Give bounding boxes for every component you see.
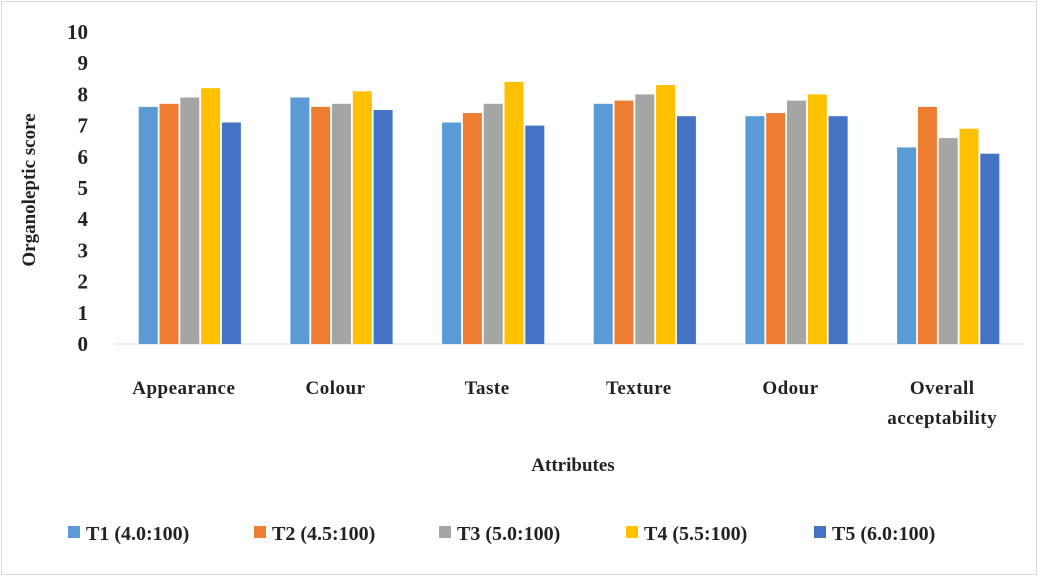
bar bbox=[614, 100, 634, 344]
y-tick-label: 5 bbox=[78, 176, 89, 200]
legend-label: T2 (4.5:100) bbox=[272, 523, 375, 545]
legend: T1 (4.0:100) T2 (4.5:100) T3 (5.0:100) T4 (… bbox=[68, 523, 935, 545]
bar bbox=[483, 103, 503, 344]
bar bbox=[138, 106, 158, 345]
bar bbox=[938, 138, 958, 344]
bar bbox=[787, 100, 806, 344]
bar bbox=[828, 116, 848, 344]
legend-label: T5 (6.0:100) bbox=[832, 523, 935, 545]
bar bbox=[159, 103, 179, 344]
x-category-label: Appearance bbox=[132, 378, 235, 399]
legend-swatch bbox=[814, 526, 826, 538]
y-axis-title: Organoleptic score bbox=[19, 113, 40, 266]
bar bbox=[311, 106, 331, 345]
y-tick-label: 7 bbox=[78, 114, 89, 138]
bar bbox=[525, 125, 545, 344]
y-axis-ticks: 0 1 2 3 4 5 6 7 8 9 10 bbox=[67, 20, 89, 356]
bar bbox=[766, 113, 786, 344]
legend-swatch bbox=[68, 526, 80, 538]
bar bbox=[635, 94, 655, 345]
bar bbox=[676, 116, 696, 344]
bar bbox=[462, 113, 482, 344]
bar bbox=[745, 116, 765, 344]
y-tick-label: 8 bbox=[78, 82, 89, 106]
legend-label: T1 (4.0:100) bbox=[86, 523, 189, 545]
bar bbox=[290, 97, 310, 344]
x-category-label: Texture bbox=[606, 378, 672, 399]
bar bbox=[656, 85, 676, 344]
x-category-label: Overall bbox=[910, 378, 975, 399]
x-category-label: Colour bbox=[306, 378, 366, 399]
bar bbox=[959, 128, 979, 344]
bar bbox=[917, 106, 937, 345]
legend-label: T3 (5.0:100) bbox=[457, 523, 560, 545]
bar bbox=[980, 153, 1000, 344]
y-tick-label: 4 bbox=[78, 207, 89, 231]
bar bbox=[897, 147, 917, 344]
bar bbox=[504, 81, 524, 345]
x-axis-categories: Appearance Colour Taste Texture Odour Overall… bbox=[132, 378, 997, 429]
bar bbox=[201, 88, 221, 344]
bar bbox=[442, 122, 462, 344]
bar bbox=[807, 94, 827, 345]
bars bbox=[138, 81, 1000, 345]
x-axis-title: Attributes bbox=[531, 455, 614, 476]
y-tick-label: 1 bbox=[78, 301, 89, 325]
legend-swatch bbox=[626, 526, 638, 538]
bar bbox=[593, 103, 613, 344]
y-tick-label: 9 bbox=[78, 51, 89, 75]
bar bbox=[221, 122, 241, 344]
y-tick-label: 6 bbox=[78, 145, 89, 169]
y-tick-label: 3 bbox=[78, 238, 89, 262]
y-tick-label: 0 bbox=[78, 332, 89, 356]
x-category-label: Taste bbox=[465, 378, 510, 399]
legend-swatch bbox=[439, 526, 451, 538]
bar bbox=[180, 97, 200, 344]
legend-swatch bbox=[254, 526, 266, 538]
legend-label: T4 (5.5:100) bbox=[644, 523, 747, 545]
x-category-label: Odour bbox=[762, 378, 818, 399]
bar bbox=[332, 103, 351, 344]
y-tick-label: 2 bbox=[78, 270, 89, 294]
x-category-label: acceptability bbox=[887, 408, 997, 429]
bar bbox=[373, 110, 393, 344]
bar bbox=[352, 91, 372, 344]
y-tick-label: 10 bbox=[67, 20, 88, 44]
